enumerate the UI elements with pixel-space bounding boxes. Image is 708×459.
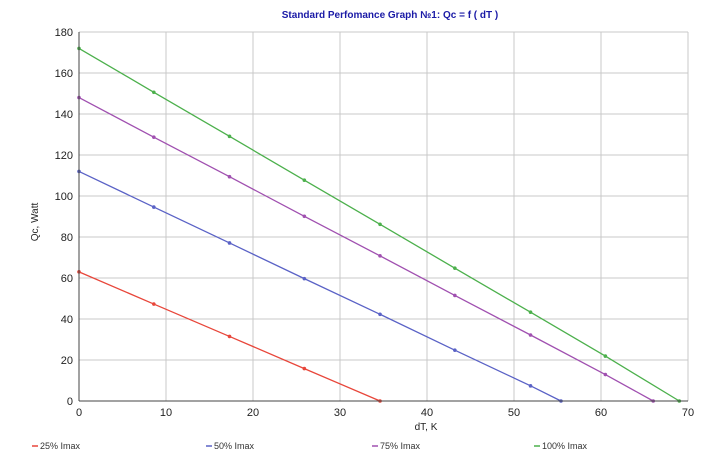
data-point xyxy=(302,214,307,219)
y-tick-label: 20 xyxy=(61,355,73,367)
data-point xyxy=(227,334,232,339)
x-tick-label: 20 xyxy=(247,407,259,419)
series-line-2 xyxy=(78,170,562,402)
grid-lines xyxy=(78,31,689,402)
x-axis-label: dT, K xyxy=(415,422,438,433)
data-point xyxy=(227,134,232,139)
data-point xyxy=(453,293,457,298)
data-point xyxy=(528,384,533,388)
data-point xyxy=(152,302,156,306)
y-tick-label: 100 xyxy=(55,191,73,203)
x-tick-label: 60 xyxy=(595,407,607,419)
data-point xyxy=(302,178,307,183)
x-tick-label: 10 xyxy=(160,407,172,419)
legend-label: 25% Imax xyxy=(40,441,81,451)
data-point xyxy=(302,276,307,281)
x-tick-label: 50 xyxy=(508,407,520,419)
data-point xyxy=(378,222,382,227)
x-tick-label: 0 xyxy=(76,407,82,419)
x-tick-label: 70 xyxy=(682,407,694,419)
data-point xyxy=(603,354,608,358)
data-point xyxy=(603,372,608,377)
y-tick-label: 120 xyxy=(55,150,73,162)
data-point xyxy=(152,205,156,209)
y-tick-label: 0 xyxy=(67,396,73,408)
data-point xyxy=(302,366,307,371)
y-tick-label: 80 xyxy=(61,232,73,244)
data-point xyxy=(152,135,156,139)
series-layer xyxy=(77,46,682,403)
legend: 25% Imax 50% Imax 75% Imax 100% Imax xyxy=(32,441,588,451)
chart-title: Standard Perfomance Graph №1: Qc = f ( d… xyxy=(282,10,498,21)
y-tick-label: 180 xyxy=(55,27,73,39)
x-tick-label: 30 xyxy=(334,407,346,419)
data-point xyxy=(152,90,156,95)
data-point xyxy=(378,254,382,258)
y-tick-label: 60 xyxy=(61,273,73,285)
y-axis-label: Qc, Watt xyxy=(30,203,41,242)
y-tick-label: 40 xyxy=(61,314,73,326)
data-point xyxy=(528,310,533,315)
axes: 0 10 20 30 40 50 60 70 0 20 40 60 80 100 120 140 160 180 xyxy=(55,27,694,419)
y-tick-label: 160 xyxy=(55,68,73,80)
plot-area xyxy=(79,32,688,401)
data-point xyxy=(378,312,382,317)
data-point xyxy=(227,174,232,179)
x-tick-label: 40 xyxy=(421,407,433,419)
data-point xyxy=(227,241,232,245)
legend-label: 50% Imax xyxy=(214,441,255,451)
y-tick-label: 140 xyxy=(55,109,73,121)
data-point xyxy=(453,348,457,352)
data-point xyxy=(453,266,457,270)
data-point xyxy=(528,333,533,337)
legend-label: 75% Imax xyxy=(380,441,421,451)
legend-label: 100% Imax xyxy=(542,441,588,451)
